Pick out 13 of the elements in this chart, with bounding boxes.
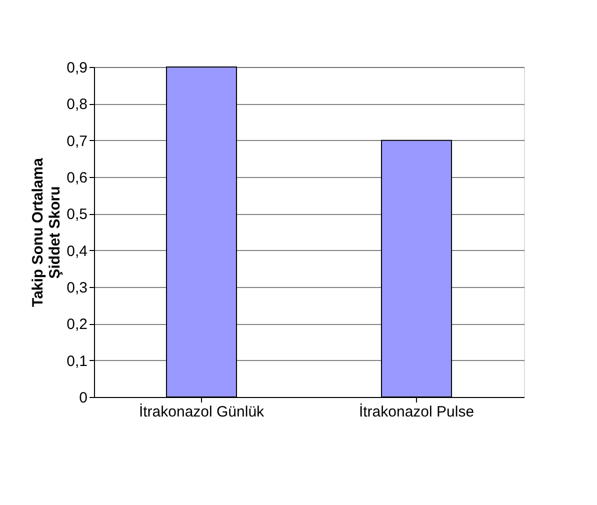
y-tick-label: 0,1 xyxy=(66,352,88,370)
x-tick-label: İtrakonazol Günlük xyxy=(138,402,265,420)
y-tick-label: 0 xyxy=(79,390,88,406)
x-tick-label: İtrakonazol Pulse xyxy=(358,402,474,420)
y-tick-label: 0,3 xyxy=(66,280,88,296)
y-tick-label: 0,7 xyxy=(66,132,88,150)
y-tick-label: 0,6 xyxy=(66,170,88,186)
y-tick-label: 0,9 xyxy=(66,60,88,76)
y-tick-label: 0,8 xyxy=(66,96,88,114)
y-tick-label: 0,4 xyxy=(66,242,88,260)
y-tick-label: 0,5 xyxy=(66,206,88,224)
y-tick-label: 0,2 xyxy=(66,316,88,334)
y-axis-title: Takip Sonu Ortalama Şiddet Skoru xyxy=(30,157,64,307)
